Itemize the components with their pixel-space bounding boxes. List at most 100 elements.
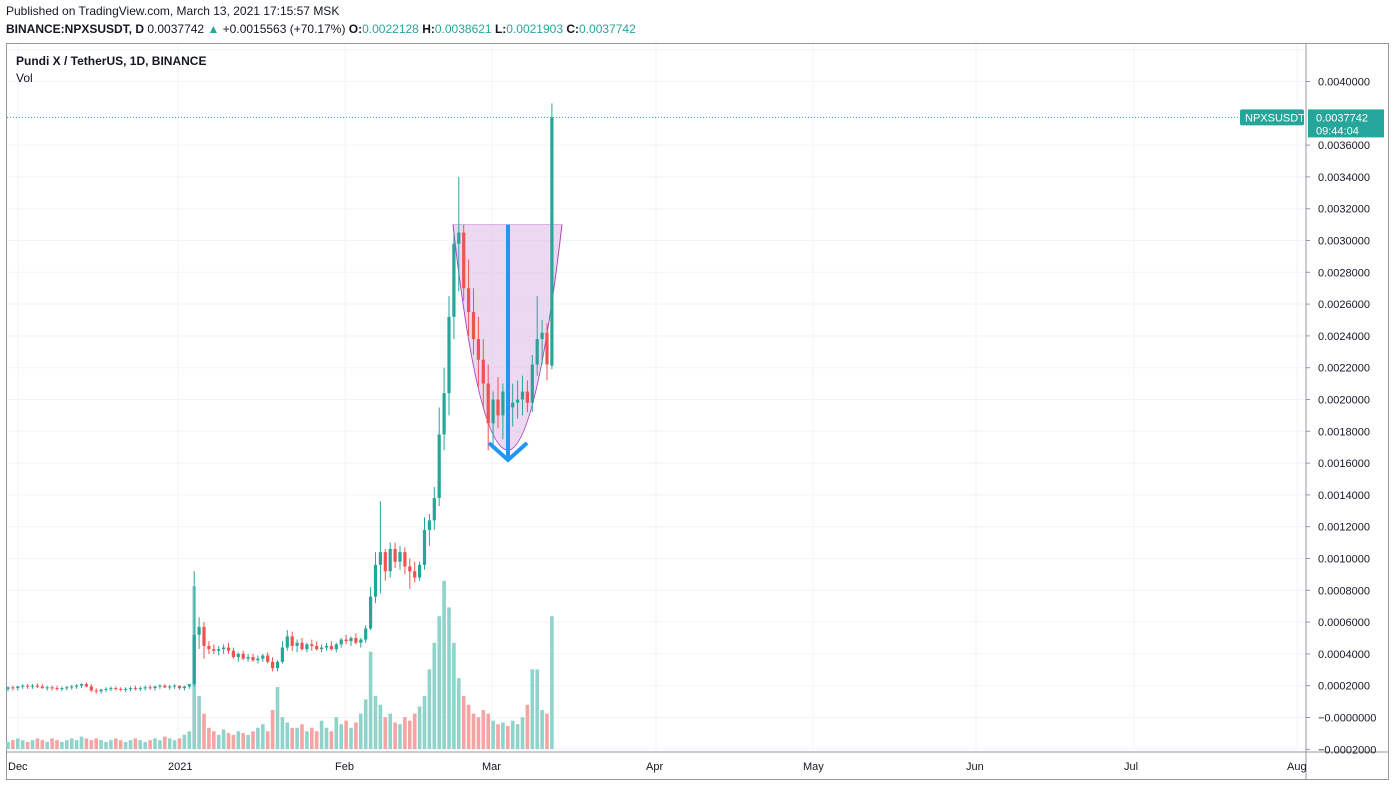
volume-bar [295,727,299,749]
y-tick-label: 0.0006000 [1318,617,1370,629]
candle-body [320,647,324,650]
low-value: 0.0021903 [506,22,564,36]
candle-body [177,685,182,689]
volume-bar [314,731,319,749]
candle-body [545,332,549,365]
volume-bar [398,724,402,749]
volume-bar [109,740,113,749]
symbol-label: BINANCE:NPXSUSDT, D [6,22,145,36]
volume-bar [461,695,466,749]
candle-body [324,645,329,648]
volume-bar [182,734,187,749]
candle-body [16,686,20,689]
candle-body [364,628,368,640]
volume-bar [300,724,304,749]
candle-body [148,687,152,689]
candle-body [334,644,338,650]
volume-bar [452,642,456,749]
volume-bar [265,731,270,749]
candle-body [535,339,539,365]
volume-bar [383,717,388,749]
volume-bar [540,710,544,749]
candle-body [481,359,485,384]
y-tick-label: 0.0016000 [1318,458,1370,470]
volume-bar [89,740,94,749]
candle-body [202,626,206,646]
x-tick-label: Apr [646,761,663,773]
volume-bar [422,695,427,749]
price-tag-value: 0.0037742 [1316,112,1368,124]
volume-bar [408,720,412,749]
candle-body [89,686,93,691]
candle-body [476,339,480,360]
volume-bar [349,727,353,749]
high-value: 0.0038621 [434,22,492,36]
y-tick-label: −0.0002000 [1318,744,1376,756]
volume-bar [65,740,69,749]
open-value: 0.0022128 [362,22,419,36]
volume-bar [55,740,59,749]
x-tick-label: Jun [966,761,984,773]
volume-bar [118,740,123,749]
volume-bar [285,722,290,749]
candle-body [310,644,314,646]
candle-body [94,690,98,692]
volume-bar [256,727,260,749]
volume-bar [16,738,20,749]
candle-body [241,653,245,659]
y-tick-label: 0.0028000 [1318,267,1370,279]
chart-frame[interactable] [6,43,1389,780]
volume-bar [153,738,157,749]
candle-body [99,689,103,692]
candle-body [197,626,201,635]
volume-bar [417,706,422,749]
volume-bar [359,713,363,749]
volume-bar [177,738,182,749]
symbol-tag-label: NPXSUSDT [1245,112,1305,124]
candle-body [511,402,515,408]
symbol-tag-bg [1240,109,1304,126]
candle-body [300,642,304,650]
candle-body [119,688,123,690]
candle-body [462,232,466,289]
candle-body [124,688,128,690]
volume-bar [99,740,103,749]
candle-body [128,688,133,690]
candle-body [251,657,255,661]
candle-body [452,243,456,317]
candle-body [369,596,373,629]
candle-body [266,655,270,662]
volume-bar [471,713,476,749]
y-tick-label: 0.0002000 [1318,681,1370,693]
volume-bar [270,710,275,749]
candle-body [442,393,446,435]
volume-bar [133,738,138,749]
candle-body [295,642,299,646]
volume-bar [535,669,539,749]
volume-bar [363,699,368,749]
candle-body [222,647,226,650]
volume-bar [496,724,500,749]
volume-bar [226,733,231,749]
candle-body [163,685,167,688]
candle-body [261,655,265,659]
candle-body [256,658,260,661]
candle-body [217,649,221,651]
candle-body [496,399,500,416]
candle-body [11,687,15,689]
candle-body [35,685,39,687]
candle-body [491,399,495,424]
x-tick-label: 2021 [168,761,192,773]
candle-body [26,685,30,687]
volume-bar [94,738,98,749]
y-tick-label: 0.0036000 [1318,140,1370,152]
volume-bar [310,727,314,749]
volume-bar [329,731,334,749]
candle-body [133,688,137,690]
volume-bar [290,727,294,749]
change-value: +0.0015563 (+70.17%) [222,22,346,36]
volume-bar [45,741,49,749]
candle-body [212,649,216,651]
y-tick-label: 0.0026000 [1318,299,1370,311]
